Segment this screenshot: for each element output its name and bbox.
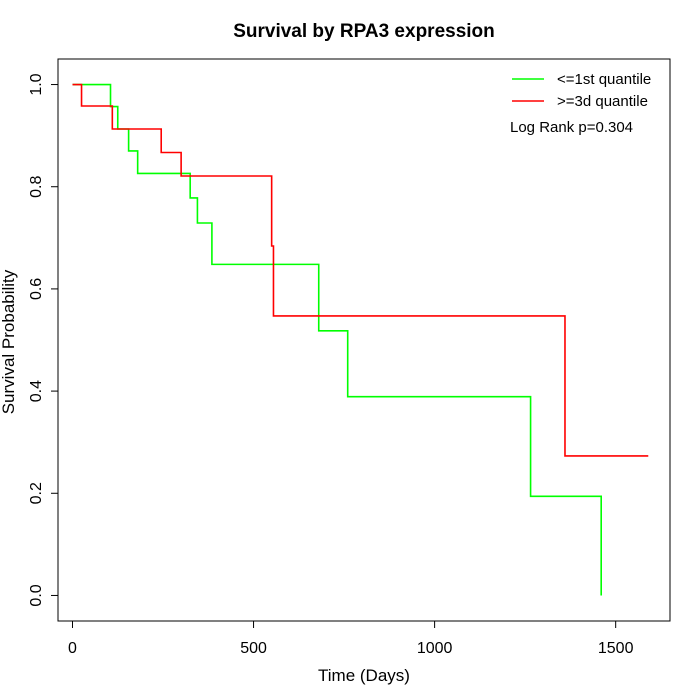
y-axis-label: Survival Probability [0, 269, 18, 414]
x-tick-label: 0 [68, 640, 77, 657]
y-tick-label: 0.2 [28, 482, 45, 504]
series-line-high-quantile [72, 83, 649, 457]
legend-entry: >=3d quantile [557, 93, 648, 110]
series-layer [72, 83, 649, 596]
y-tick-label: 0.8 [28, 176, 45, 198]
x-axis: 0 500 1000 1500 [68, 620, 634, 657]
y-tick-label: 0.4 [28, 380, 45, 402]
plot-frame [57, 58, 671, 622]
x-axis-label: Time (Days) [318, 666, 410, 685]
legend-entry: <=1st quantile [557, 71, 651, 88]
y-tick-label: 0.6 [28, 278, 45, 300]
x-tick-label: 1500 [598, 640, 634, 657]
log-rank-annotation: Log Rank p=0.304 [510, 119, 633, 136]
legend: <=1st quantile >=3d quantile [512, 71, 651, 110]
y-axis: 0.0 0.2 0.4 0.6 0.8 1.0 [28, 73, 59, 607]
chart-title: Survival by RPA3 expression [233, 21, 495, 42]
y-tick-label: 0.0 [28, 584, 45, 606]
series-line-low-quantile [72, 83, 602, 596]
x-tick-label: 500 [240, 640, 267, 657]
y-tick-label: 1.0 [28, 73, 45, 95]
x-tick-label: 1000 [417, 640, 453, 657]
